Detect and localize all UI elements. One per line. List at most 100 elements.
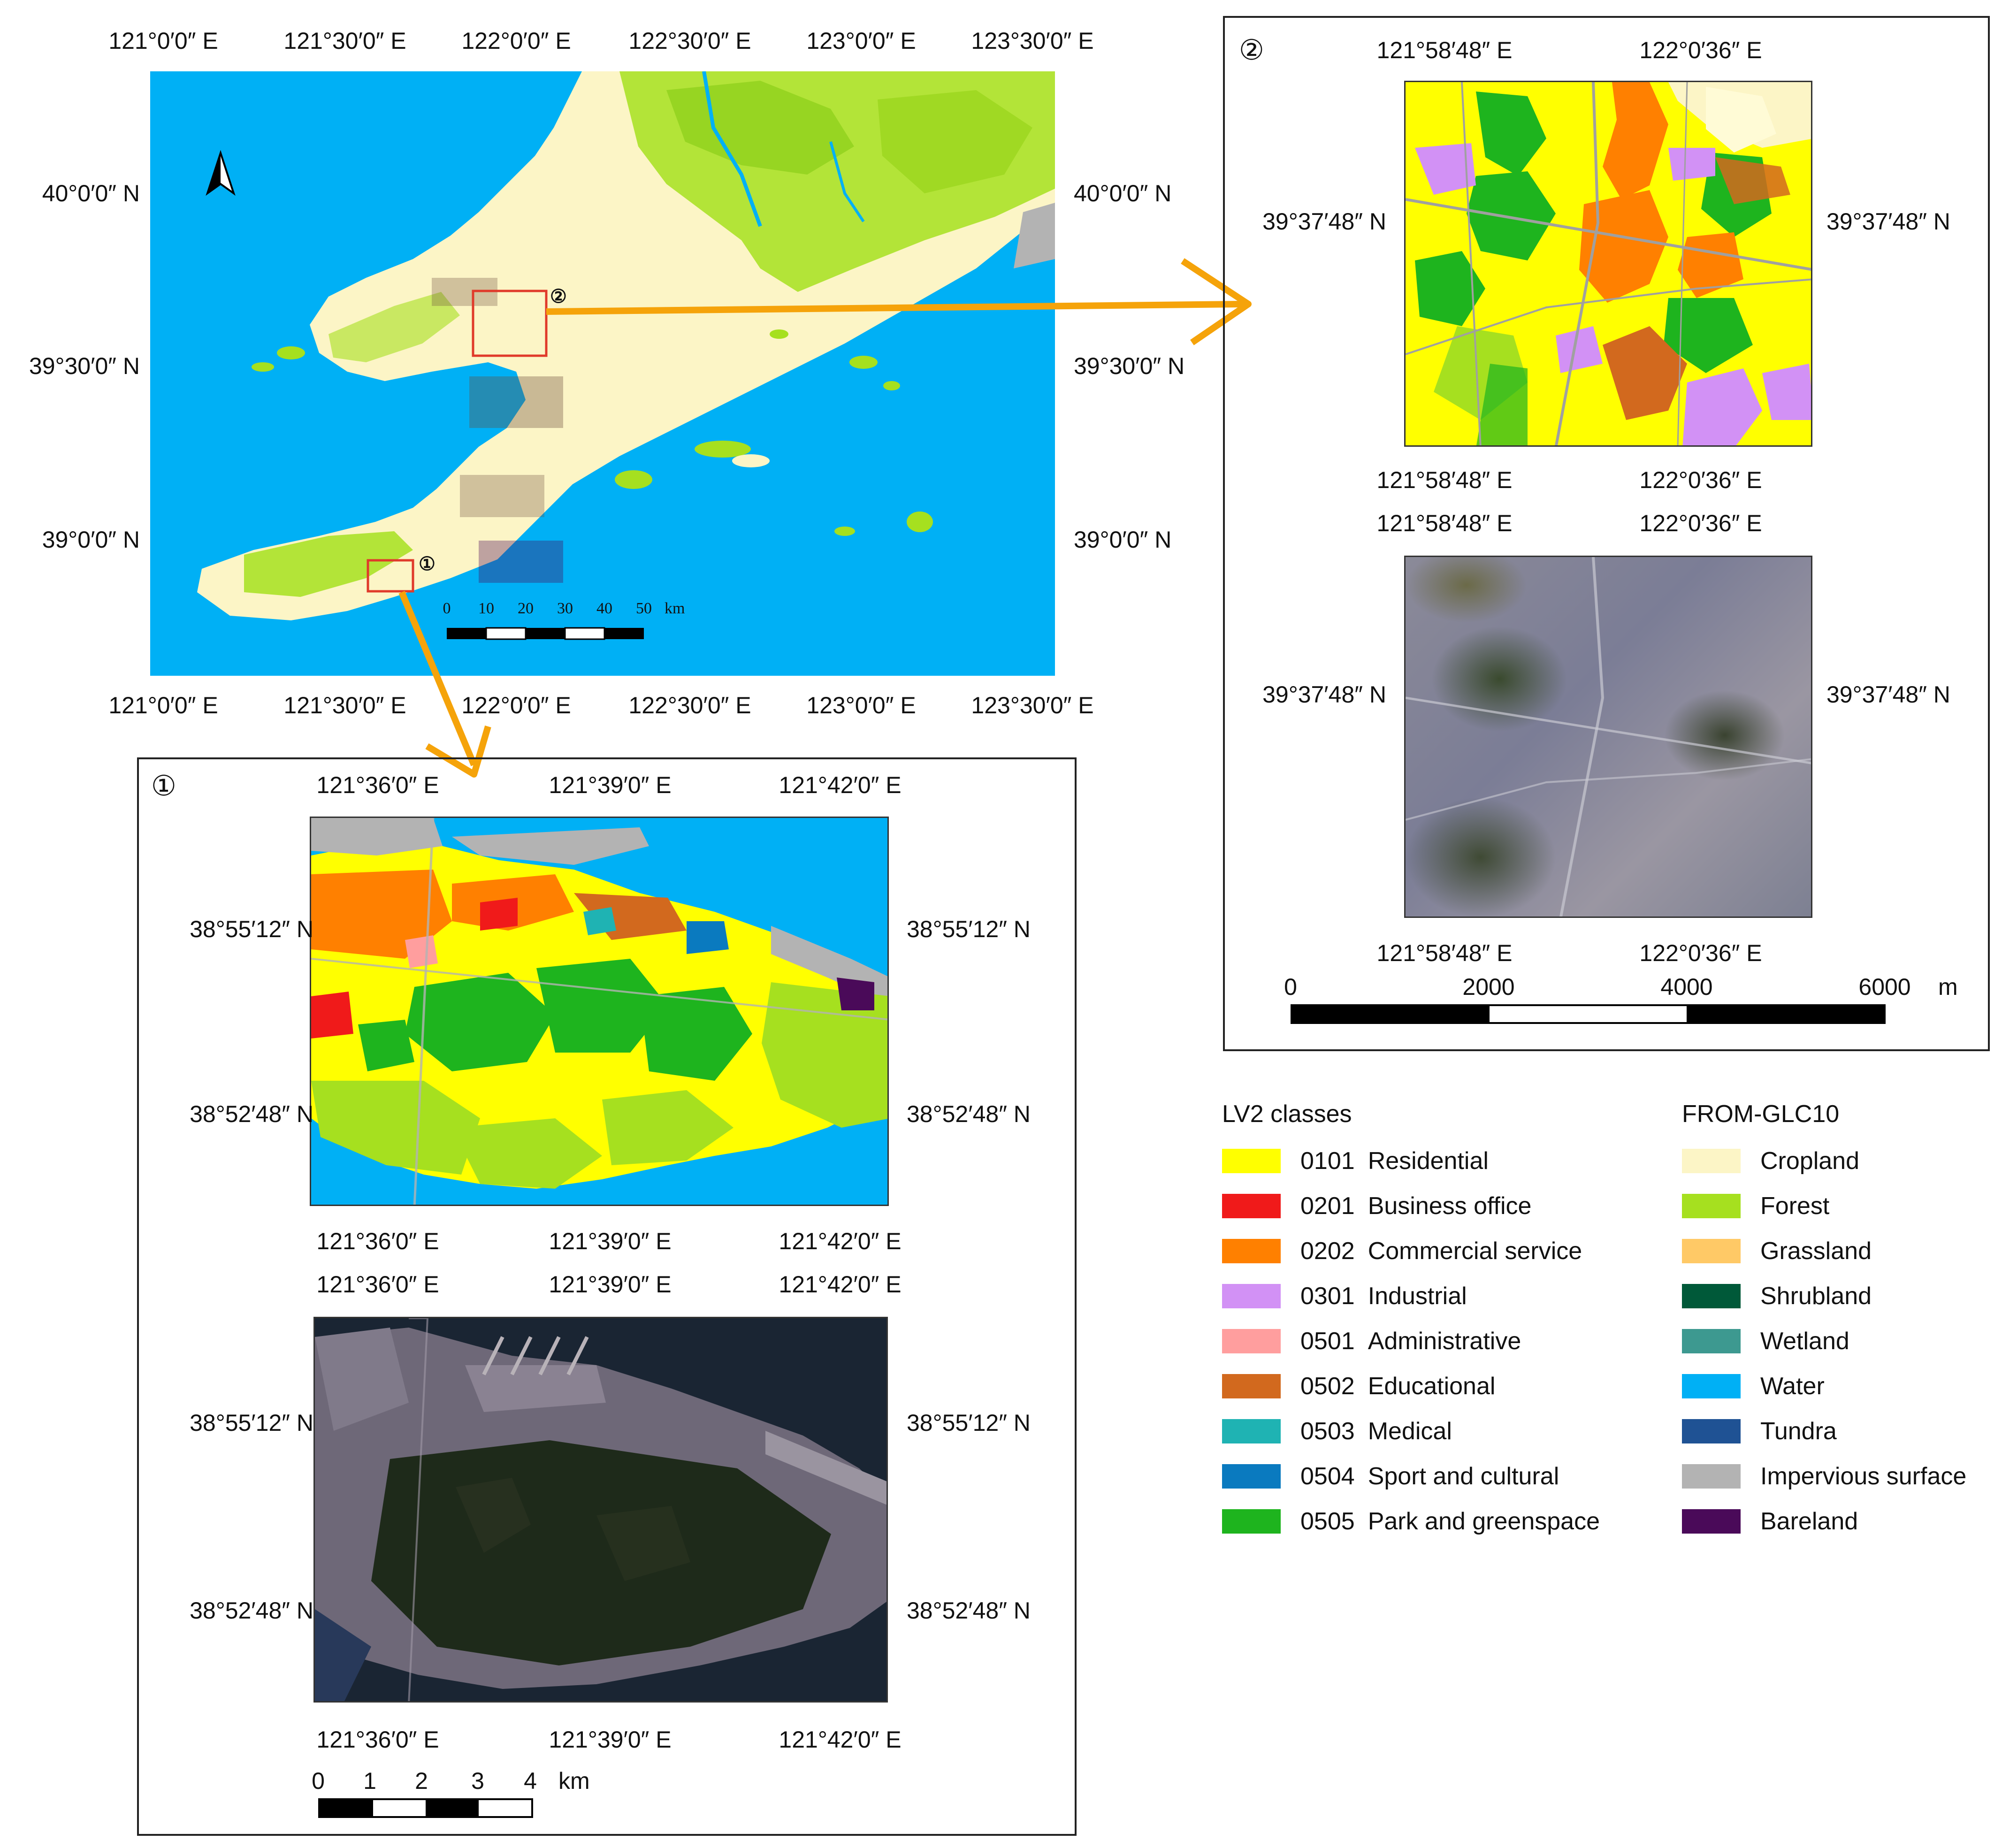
inset-1-top-tick: 121°39′0″ E — [549, 772, 672, 798]
legend-label: Residential — [1368, 1147, 1489, 1175]
inset-1-scale-label: 1 — [363, 1768, 376, 1794]
legend-label: Shrubland — [1760, 1283, 1872, 1310]
legend-item-glc: Grassland — [1682, 1237, 1872, 1265]
legend-label: Wetland — [1760, 1328, 1849, 1355]
overview-top-tick: 121°0′0″ E — [108, 28, 218, 54]
overview-left-tick: 39°30′0″ N — [29, 353, 140, 379]
inset-2-top-tick: 121°58′48″ E — [1376, 37, 1513, 63]
legend-code: 0101 — [1300, 1147, 1355, 1175]
legend-code: 0301 — [1300, 1283, 1355, 1310]
legend-item-lv2: 0504 Sport and cultural — [1222, 1463, 1559, 1490]
legend-lv2-title: LV2 classes — [1222, 1100, 1352, 1128]
legend-item-glc: Shrubland — [1682, 1283, 1872, 1310]
overview-scale-label: 30 — [557, 600, 573, 617]
inset-1-frame — [137, 757, 1077, 1836]
legend-swatch — [1682, 1329, 1741, 1353]
legend-label: Medical — [1368, 1418, 1452, 1445]
inset-1-left-lat: 38°52′48″ N — [190, 1597, 313, 1624]
overview-left-tick: 39°0′0″ N — [42, 527, 140, 553]
legend-item-glc: Cropland — [1682, 1147, 1859, 1175]
legend-item-glc: Forest — [1682, 1192, 1829, 1220]
inset-2-bottom-tick: 122°0′36″ E — [1639, 940, 1762, 966]
overview-marker-2: ② — [550, 286, 567, 307]
legend-label: Forest — [1760, 1192, 1830, 1220]
legend-code: 0202 — [1300, 1237, 1355, 1265]
legend-item-glc: Tundra — [1682, 1418, 1837, 1445]
inset-2-right-lat: 39°37′48″ N — [1826, 208, 1950, 235]
overview-top-tick: 121°30′0″ E — [283, 28, 406, 54]
legend-swatch — [1682, 1419, 1741, 1443]
legend-code: 0505 — [1300, 1508, 1355, 1535]
legend-swatch — [1222, 1419, 1281, 1443]
inset-2-left-lat: 39°37′48″ N — [1262, 681, 1386, 708]
legend-item-glc: Water — [1682, 1373, 1825, 1400]
legend-code: 0504 — [1300, 1463, 1355, 1490]
legend-swatch — [1222, 1194, 1281, 1218]
overview-top-tick: 122°0′0″ E — [461, 28, 571, 54]
overview-top-tick: 123°0′0″ E — [806, 28, 916, 54]
inset-1-right-lat: 38°55′12″ N — [907, 1410, 1031, 1436]
inset-1-mid-tick: 121°39′0″ E — [549, 1228, 672, 1254]
legend-code: 0201 — [1300, 1192, 1355, 1220]
inset-2-scale-unit: m — [1938, 974, 1958, 1000]
inset-1-landuse-map — [310, 817, 889, 1206]
inset-1-scale-label: 3 — [471, 1768, 484, 1794]
inset-2-frame — [1223, 16, 1990, 1051]
legend-item-lv2: 0501 Administrative — [1222, 1328, 1521, 1355]
inset-1-left-lat: 38°55′12″ N — [190, 1410, 313, 1436]
inset-1-bottom-tick: 121°39′0″ E — [549, 1726, 672, 1753]
overview-map-image: 0 10 20 30 40 50 km ② ① — [150, 71, 1055, 676]
overview-scale-unit: km — [665, 600, 685, 617]
legend-code: 0501 — [1300, 1328, 1355, 1355]
inset-2-scale-label: 6000 — [1858, 974, 1911, 1000]
overview-bottom-tick: 122°30′0″ E — [628, 692, 751, 718]
overview-bottom-tick: 122°0′0″ E — [461, 692, 571, 718]
inset-2-mid-tick: 121°58′48″ E — [1376, 467, 1513, 493]
inset-1-left-lat: 38°55′12″ N — [190, 916, 313, 942]
overview-scale-label: 20 — [518, 600, 534, 617]
inset-1-bottom-tick: 121°36′0″ E — [316, 1726, 439, 1753]
legend-label: Grassland — [1760, 1237, 1872, 1265]
inset-1-bottom-tick: 121°42′0″ E — [779, 1726, 902, 1753]
inset-2-mid-tick: 122°0′36″ E — [1639, 510, 1762, 536]
inset-2-satellite-image — [1404, 556, 1812, 918]
legend-item-lv2: 0202 Commercial service — [1222, 1237, 1582, 1265]
legend-swatch — [1682, 1464, 1741, 1489]
overview-left-tick: 40°0′0″ N — [42, 180, 140, 206]
legend-label: Business office — [1368, 1192, 1532, 1220]
inset-2-top-tick: 122°0′36″ E — [1639, 37, 1762, 63]
legend-swatch — [1222, 1284, 1281, 1308]
legend-label: Commercial service — [1368, 1237, 1582, 1265]
inset-2-left-lat: 39°37′48″ N — [1262, 208, 1386, 235]
legend-swatch — [1682, 1239, 1741, 1263]
legend-swatch — [1222, 1149, 1281, 1173]
inset-1-scale-label: 0 — [312, 1768, 325, 1794]
overview-scale-label: 40 — [596, 600, 612, 617]
overview-scale-label: 50 — [636, 600, 652, 617]
legend-swatch — [1682, 1509, 1741, 1534]
legend-code: 0502 — [1300, 1373, 1355, 1400]
inset-1-mid-tick: 121°42′0″ E — [779, 1228, 902, 1254]
inset-1-mid-tick: 121°39′0″ E — [549, 1271, 672, 1298]
north-arrow-icon — [206, 150, 236, 196]
legend-swatch — [1222, 1329, 1281, 1353]
overview-scale-label: 0 — [443, 600, 451, 617]
legend-glc-title: FROM-GLC10 — [1682, 1100, 1840, 1128]
legend-code: 0503 — [1300, 1418, 1355, 1445]
overview-top-tick: 123°30′0″ E — [971, 28, 1094, 54]
inset-1-scale-unit: km — [558, 1768, 590, 1794]
legend-label: Cropland — [1760, 1147, 1860, 1175]
legend-item-lv2: 0502 Educational — [1222, 1373, 1495, 1400]
inset-2-mid-tick: 122°0′36″ E — [1639, 467, 1762, 493]
legend-item-lv2: 0201 Business office — [1222, 1192, 1531, 1220]
legend-label: Tundra — [1760, 1418, 1837, 1445]
legend-item-lv2: 0503 Medical — [1222, 1418, 1452, 1445]
legend-label: Industrial — [1368, 1283, 1467, 1310]
overview-bottom-tick: 123°0′0″ E — [806, 692, 916, 718]
legend-item-glc: Impervious surface — [1682, 1463, 1966, 1490]
inset-2-right-lat: 39°37′48″ N — [1826, 681, 1950, 708]
legend-item-lv2: 0301 Industrial — [1222, 1283, 1467, 1310]
overview-bottom-tick: 121°30′0″ E — [283, 692, 406, 718]
overview-marker-1: ① — [419, 554, 436, 574]
legend-item-lv2: 0101 Residential — [1222, 1147, 1489, 1175]
